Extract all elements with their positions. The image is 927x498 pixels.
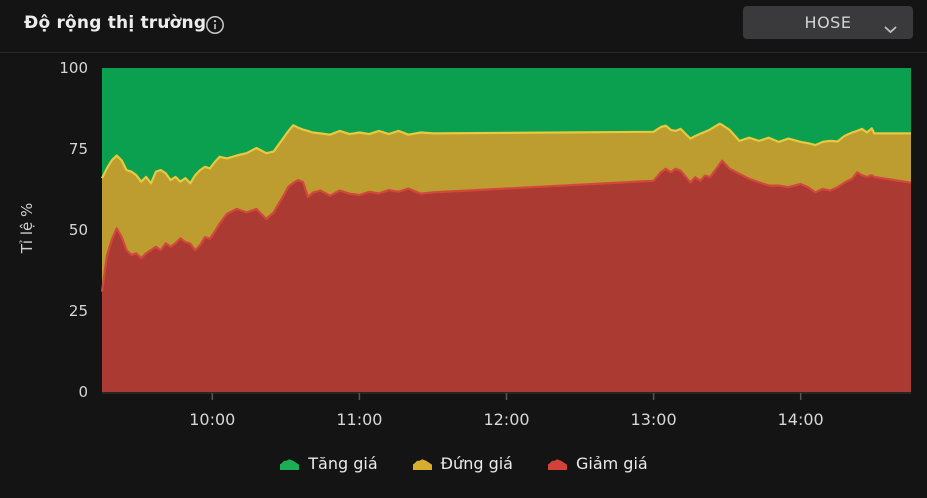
exchange-dropdown-value: HOSE	[804, 13, 852, 32]
area-tang-gia	[102, 68, 911, 184]
y-axis-tick-label: 75	[68, 140, 88, 158]
legend-item-dung-gia[interactable]: Đứng giá	[412, 454, 513, 473]
y-axis-tick-label: 0	[78, 383, 88, 401]
legend-label: Giảm giá	[575, 454, 648, 473]
x-axis-tick-label: 11:00	[336, 410, 383, 429]
chevron-down-icon	[884, 19, 897, 38]
legend-item-giam-gia[interactable]: Giảm giá	[547, 454, 648, 473]
page-title: Độ rộng thị trường	[24, 13, 207, 33]
chart-legend: Tăng giá Đứng giá Giảm giá	[0, 454, 927, 473]
area-series-icon	[547, 459, 567, 470]
area-dung-gia	[102, 123, 911, 292]
header-divider	[0, 52, 927, 53]
y-axis-tick-label: 50	[68, 221, 88, 239]
legend-label: Đứng giá	[440, 454, 513, 473]
info-icon[interactable]	[205, 15, 225, 35]
x-axis-tick-label: 12:00	[483, 410, 530, 429]
legend-label: Tăng giá	[308, 454, 378, 473]
area-series-icon	[280, 459, 300, 470]
x-axis-tick-label: 13:00	[630, 410, 677, 429]
x-axis-tick-label: 14:00	[777, 410, 824, 429]
area-giam-gia	[102, 160, 911, 392]
dung-gia-line	[101, 122, 911, 185]
y-axis-tick-label: 100	[59, 59, 88, 77]
y-axis-tick-label: 25	[68, 302, 88, 320]
x-axis-tick-label: 10:00	[189, 410, 236, 429]
giam-gia-line	[100, 159, 912, 292]
exchange-dropdown[interactable]: HOSE	[743, 6, 913, 39]
area-series-icon	[412, 459, 432, 470]
legend-item-tang-gia[interactable]: Tăng giá	[279, 454, 378, 473]
